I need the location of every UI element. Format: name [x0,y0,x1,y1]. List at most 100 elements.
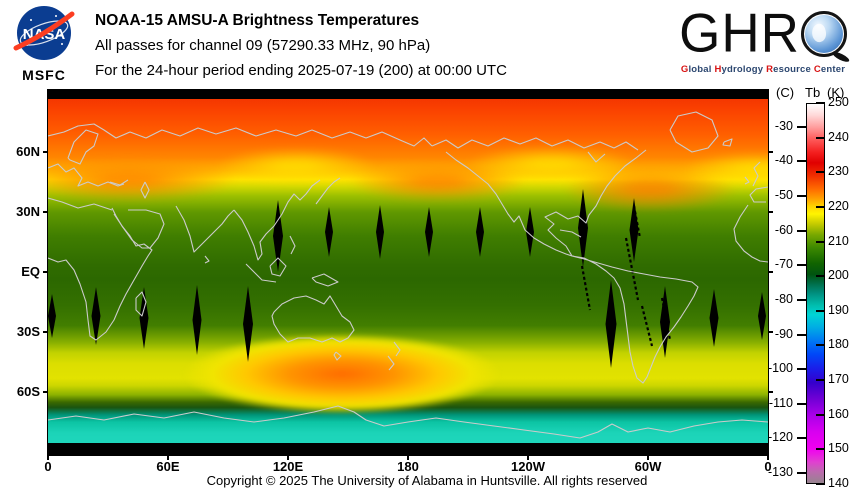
lat-tick [43,391,48,393]
coastline [269,257,287,277]
colorbar-label-k: 230 [828,164,849,179]
colorbar-tick-k [816,171,825,174]
lon-tick [287,455,289,460]
ghrc-tagline-word: H [714,64,722,75]
colorbar-tick-c [797,160,806,163]
coastline [113,209,165,249]
coastline [445,151,573,257]
coastline [271,295,355,343]
coastline [744,176,750,185]
lat-label: 60S [16,384,40,399]
coastline [333,351,342,361]
lat-tick [43,271,48,273]
colorbar-label-k: 190 [828,302,849,317]
colorbar-label-c: -130 [767,465,793,480]
lon-label: 60W [634,459,662,474]
ghrc-logo: GHR Global Hydrology Resource Center [677,6,851,75]
coastline [109,179,129,186]
colorbar-tick-c [797,229,806,232]
lat-tick [768,151,773,153]
colorbar-tick-c [797,194,806,197]
coastline [587,151,606,163]
map-overlay-svg [48,111,768,439]
colorbar-label-c: -120 [767,430,793,445]
colorbar-tick-c [797,472,806,475]
coastline [289,235,296,255]
gap-streak [640,305,654,347]
map-plot [48,90,768,455]
lon-label: 120E [272,459,304,474]
colorbar-tick-k [816,136,825,139]
lon-label: 60E [156,459,180,474]
colorbar-tick-k [816,240,825,243]
colorbar-unit-celsius: (C) [776,85,795,100]
colorbar-tick-k [816,344,825,347]
colorbar-tick-c [797,264,806,267]
colorbar-tick-c [797,125,806,128]
orbit-gap [605,280,617,368]
colorbar-label-c: -80 [774,291,793,306]
lon-tick [47,455,49,460]
colorbar-label-k: 170 [828,372,849,387]
orbit-gap [660,286,670,358]
lat-tick [43,211,48,213]
colorbar-label-k: 200 [828,268,849,283]
coastline [733,204,768,263]
colorbar-unit-kelvin: (K) [827,85,845,100]
orbit-gap [91,287,101,345]
colorbar-tick-c [797,298,806,301]
page-title: NOAA-15 AMSU-A Brightness Temperatures [95,12,420,29]
colorbar-tick-k [816,205,825,208]
orbit-gap [578,189,588,267]
lon-tick [647,455,649,460]
colorbar-label-k: 150 [828,441,849,456]
coastline [140,181,150,199]
coastline [48,163,125,187]
ghrc-tagline-word: G [680,64,689,75]
coastline [387,355,395,371]
globe-stand-icon [831,50,851,64]
colorbar-label-c: -70 [774,257,793,272]
colorbar-tick-c [797,437,806,440]
title-block: NOAA-15 AMSU-A Brightness Temperatures A… [95,8,507,83]
colorbar-label-c: -110 [768,395,793,410]
colorbar-gradient [806,103,825,484]
coastline [315,177,341,205]
lon-label: 180 [397,459,419,474]
nasa-meatball-icon: NASA [13,6,75,60]
colorbar-tick-k [816,483,825,485]
coastline [544,149,647,257]
colorbar-tick-k [816,448,825,451]
lat-tick [43,331,48,333]
coastline [48,123,433,147]
lat-tick [768,331,773,333]
colorbar-tick-c [797,368,806,371]
lat-tick [768,391,773,393]
orbit-gap [425,207,433,257]
colorbar-label-c: -50 [774,187,793,202]
colorbar-label-k: 140 [828,476,849,490]
colorbar-tick-c [797,333,806,336]
coastline [431,137,639,151]
lon-tick [767,455,769,460]
coastline [135,291,147,317]
orbit-gap [243,286,253,362]
copyright-text: Copyright © 2025 The University of Alaba… [206,473,648,488]
colorbar-label-k: 210 [828,233,849,248]
subtitle-period: For the 24-hour period ending 2025-07-19… [95,62,507,79]
coastline [311,273,339,287]
colorbar-label-k: 160 [828,406,849,421]
colorbar-label-c: -100 [767,361,793,376]
orbit-gap [192,285,202,355]
ghrc-globe-icon [800,11,851,64]
ghrc-tagline-word: esource [773,64,814,75]
lon-label: 120W [511,459,545,474]
colorbar-label-k: 250 [828,95,849,109]
coastline [48,405,768,439]
lon-label: 0 [44,459,52,474]
colorbar-label-c: -90 [774,326,793,341]
orbit-gap [709,289,719,347]
ghrc-acronym-row: GHR [677,6,851,64]
orbit-gap [758,292,766,340]
